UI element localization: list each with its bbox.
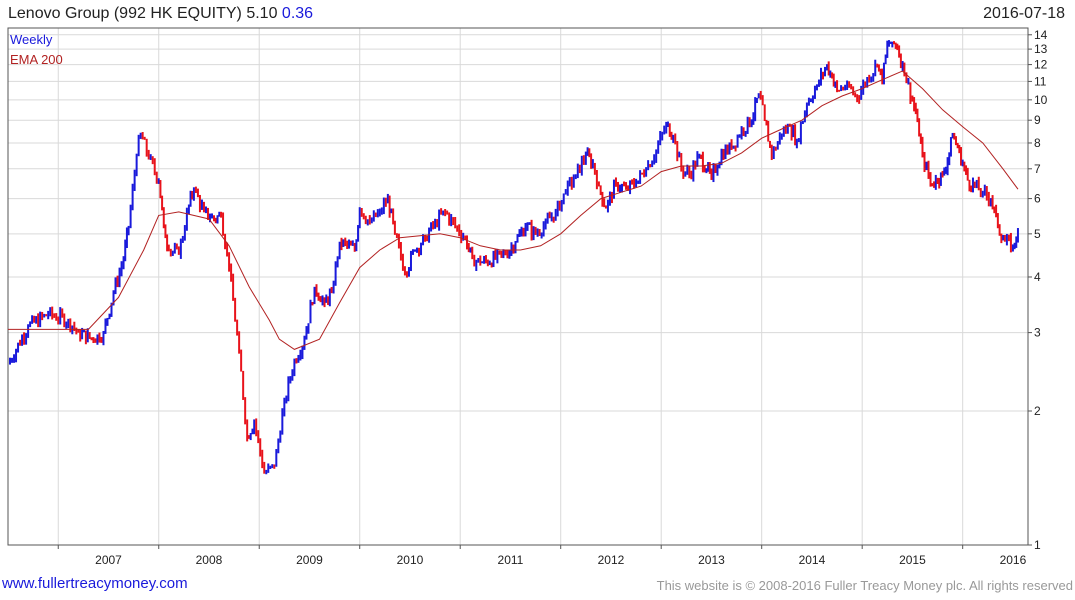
x-tick-label: 2009 [296,553,323,567]
copyright-notice: This website is © 2008-2016 Fuller Treac… [656,578,1073,593]
legend-weekly: Weekly [10,32,53,47]
x-tick-label: 2008 [196,553,223,567]
x-tick-label: 2015 [899,553,926,567]
x-tick-label: 2007 [95,553,122,567]
y-tick-label: 5 [1034,227,1041,241]
y-tick-label: 7 [1034,162,1041,176]
chart-title-text: Lenovo Group (992 HK EQUITY) 5.10 [8,5,278,22]
y-tick-label: 4 [1034,270,1041,284]
y-tick-label: 12 [1034,58,1048,72]
y-tick-label: 13 [1034,42,1048,56]
price-change: 0.36 [281,5,314,22]
y-tick-label: 8 [1034,136,1041,150]
y-tick-label: 2 [1034,404,1041,418]
y-tick-label: 3 [1034,326,1041,340]
x-tick-label: 2011 [498,553,524,567]
y-tick-label: 6 [1034,192,1041,206]
chart-title: Lenovo Group (992 HK EQUITY) 5.10 0.36 [8,4,313,24]
y-tick-label: 9 [1034,113,1041,127]
x-tick-label: 2010 [397,553,424,567]
x-tick-label: 2014 [799,553,826,567]
plot-frame [7,27,1029,546]
y-tick-label: 1 [1034,538,1041,552]
chart-date: 2016-07-18 [983,5,1065,22]
y-tick-label: 10 [1034,93,1048,107]
x-tick-label: 2016 [1000,553,1027,567]
x-tick-label: 2012 [598,553,625,567]
site-link[interactable]: www.fullertreacymoney.com [2,575,188,592]
y-tick-label: 14 [1034,28,1048,42]
x-tick-label: 2013 [698,553,725,567]
legend-ema: EMA 200 [10,52,63,67]
ema-line [8,70,1019,350]
y-tick-label: 11 [1034,74,1047,88]
